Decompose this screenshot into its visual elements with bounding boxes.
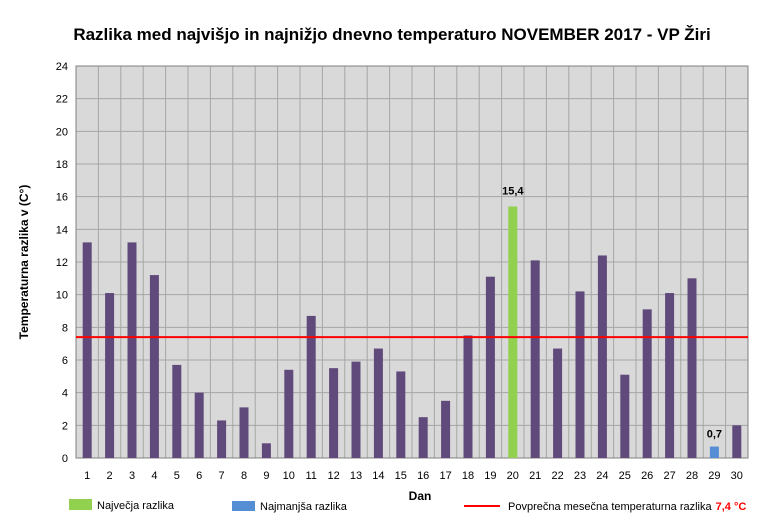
x-tick-label: 1 bbox=[84, 470, 90, 482]
bar-day-14 bbox=[373, 348, 383, 458]
bar-day-15 bbox=[396, 371, 406, 458]
bar-day-27 bbox=[665, 293, 675, 458]
y-tick-label: 0 bbox=[62, 453, 68, 465]
legend-label-min: Najmanjša razlika bbox=[260, 501, 348, 513]
bar-day-19 bbox=[485, 276, 495, 458]
y-tick-label: 6 bbox=[62, 355, 68, 367]
x-tick-label: 6 bbox=[196, 470, 202, 482]
bar-day-22 bbox=[553, 348, 563, 458]
x-tick-label: 10 bbox=[283, 470, 295, 482]
bar-day-28 bbox=[687, 278, 697, 458]
bars bbox=[82, 206, 742, 458]
x-tick-label: 22 bbox=[551, 470, 563, 482]
x-tick-label: 18 bbox=[462, 470, 474, 482]
bar-day-20 bbox=[508, 206, 518, 458]
y-tick-label: 24 bbox=[56, 61, 68, 73]
x-tick-label: 27 bbox=[663, 470, 675, 482]
bar-day-1 bbox=[82, 242, 92, 458]
bar-day-9 bbox=[261, 443, 271, 458]
x-tick-label: 9 bbox=[263, 470, 269, 482]
bar-day-11 bbox=[306, 315, 316, 458]
x-tick-label: 3 bbox=[129, 470, 135, 482]
x-axis-label: Dan bbox=[409, 489, 432, 503]
bar-day-12 bbox=[329, 368, 339, 458]
x-tick-label: 14 bbox=[372, 470, 384, 482]
y-tick-label: 4 bbox=[62, 388, 68, 400]
bar-day-23 bbox=[575, 291, 585, 458]
x-tick-label: 17 bbox=[439, 470, 451, 482]
bar-day-29 bbox=[709, 446, 719, 458]
x-tick-labels: 1 2 3 4 5 6 7 8 9 10 11 12 13 14 15 16 17 18 19 20 21 22 23 24 2… bbox=[84, 470, 743, 482]
x-tick-label: 26 bbox=[641, 470, 653, 482]
legend: Največja razlika Najmanjša razlika Povpr… bbox=[69, 499, 746, 513]
legend-swatch-min bbox=[232, 501, 255, 511]
plot-border bbox=[75, 65, 749, 459]
legend-label-average-value: 7,4 °C bbox=[716, 501, 747, 513]
x-tick-label: 19 bbox=[484, 470, 496, 482]
x-tick-label: 20 bbox=[507, 470, 519, 482]
bar-day-7 bbox=[217, 420, 227, 458]
data-labels: 15,4 0,7 bbox=[502, 185, 722, 440]
x-tick-label: 7 bbox=[219, 470, 225, 482]
x-tick-label: 28 bbox=[686, 470, 698, 482]
x-tick-label: 29 bbox=[708, 470, 720, 482]
bar-day-25 bbox=[620, 374, 630, 458]
chart-title: Razlika med najvišjo in najnižjo dnevno … bbox=[73, 25, 710, 44]
x-tick-label: 13 bbox=[350, 470, 362, 482]
bar-day-17 bbox=[441, 400, 451, 458]
legend-label-average: Povprečna mesečna temperaturna razlika 7,… bbox=[508, 501, 746, 513]
bar-day-4 bbox=[149, 275, 159, 458]
x-tick-label: 23 bbox=[574, 470, 586, 482]
x-tick-label: 25 bbox=[619, 470, 631, 482]
legend-swatch-max bbox=[69, 499, 92, 510]
x-tick-label: 11 bbox=[305, 470, 316, 482]
y-tick-label: 20 bbox=[56, 126, 68, 138]
x-tick-label: 12 bbox=[327, 470, 339, 482]
legend-label-average-text: Povprečna mesečna temperaturna razlika bbox=[508, 501, 712, 513]
y-tick-label: 16 bbox=[56, 192, 68, 204]
data-label-min: 0,7 bbox=[707, 429, 722, 441]
x-tick-label: 2 bbox=[107, 470, 113, 482]
y-tick-label: 14 bbox=[56, 224, 68, 236]
y-axis-label: Temperaturna razlika v (C°) bbox=[17, 185, 31, 340]
y-tick-label: 2 bbox=[62, 420, 68, 432]
x-tick-label: 8 bbox=[241, 470, 247, 482]
x-tick-label: 30 bbox=[731, 470, 743, 482]
legend-label-max: Največja razlika bbox=[97, 500, 175, 512]
bar-day-18 bbox=[463, 335, 473, 458]
data-label-max: 15,4 bbox=[502, 185, 524, 197]
y-tick-label: 10 bbox=[56, 290, 68, 302]
bar-day-5 bbox=[172, 364, 182, 458]
gridlines bbox=[75, 65, 749, 459]
bar-day-3 bbox=[127, 242, 137, 458]
bar-day-16 bbox=[418, 417, 428, 458]
x-tick-label: 15 bbox=[395, 470, 407, 482]
bar-day-24 bbox=[597, 255, 607, 458]
x-tick-label: 21 bbox=[529, 470, 541, 482]
x-tick-label: 24 bbox=[596, 470, 608, 482]
bar-day-13 bbox=[351, 361, 361, 458]
bar-day-6 bbox=[194, 392, 204, 458]
bar-day-30 bbox=[732, 425, 742, 458]
bar-day-2 bbox=[105, 293, 115, 458]
x-tick-label: 16 bbox=[417, 470, 429, 482]
y-tick-label: 8 bbox=[62, 322, 68, 334]
y-tick-label: 18 bbox=[56, 159, 68, 171]
bar-day-21 bbox=[530, 260, 540, 458]
x-tick-label: 5 bbox=[174, 470, 180, 482]
y-tick-label: 22 bbox=[56, 94, 68, 106]
y-tick-label: 12 bbox=[56, 257, 68, 269]
bar-day-26 bbox=[642, 309, 652, 458]
x-tick-label: 4 bbox=[151, 470, 157, 482]
bar-day-10 bbox=[284, 369, 294, 458]
bar-day-8 bbox=[239, 407, 249, 458]
